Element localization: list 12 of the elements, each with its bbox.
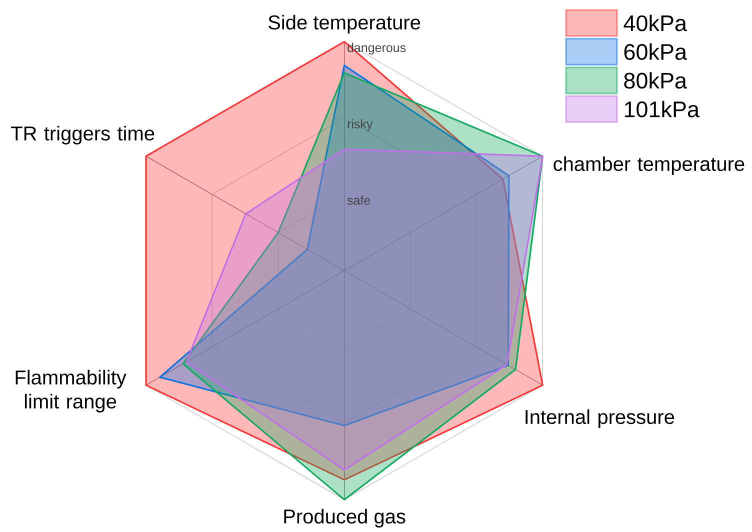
legend-label: 101kPa bbox=[624, 100, 700, 118]
spoke-label: Flammability limit range bbox=[16, 370, 126, 413]
y-tick-label: risky bbox=[348, 119, 373, 131]
y-tick-label: safe bbox=[347, 196, 370, 205]
legend-label: 60kPa bbox=[624, 43, 687, 60]
spoke-label: chamber temperature bbox=[554, 156, 744, 176]
legend-label: 80kPa bbox=[624, 72, 687, 89]
spoke-label: TR triggers time bbox=[11, 126, 154, 144]
legend-label: 40kPa bbox=[624, 14, 687, 32]
spoke-label: Internal pressure bbox=[526, 409, 674, 428]
spoke-label: Produced gas bbox=[284, 508, 406, 528]
spoke-label: Side temperature bbox=[268, 14, 420, 34]
